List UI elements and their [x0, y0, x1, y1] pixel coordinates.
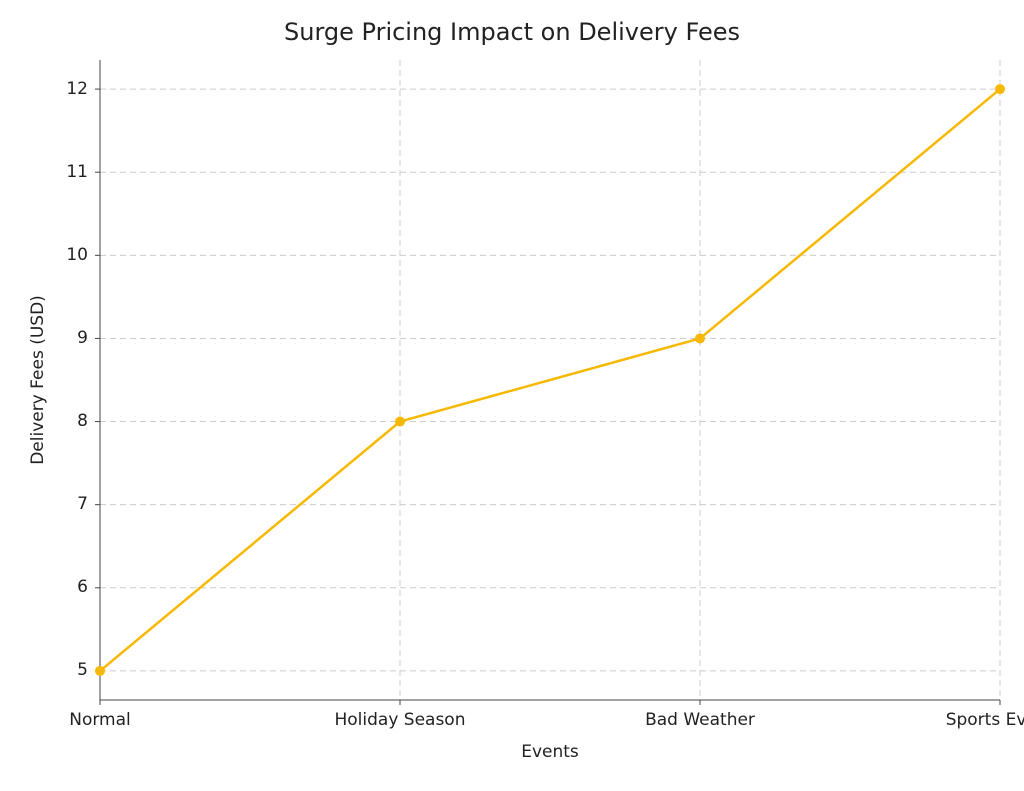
y-tick-label: 11: [66, 162, 88, 182]
y-tick-label: 10: [66, 245, 88, 265]
x-tick-label: Bad Weather: [600, 710, 800, 730]
y-tick-label: 9: [77, 328, 88, 348]
y-tick-label: 5: [77, 660, 88, 680]
x-tick-label: Holiday Season: [300, 710, 500, 730]
chart-container: Surge Pricing Impact on Delivery Fees De…: [0, 0, 1024, 791]
x-tick-label: Sports Event: [900, 710, 1024, 730]
x-tick-label: Normal: [0, 710, 200, 730]
y-tick-label: 12: [66, 79, 88, 99]
y-tick-label: 7: [77, 494, 88, 514]
y-tick-label: 6: [77, 577, 88, 597]
y-tick-label: 8: [77, 411, 88, 431]
chart-svg: [0, 0, 1024, 791]
